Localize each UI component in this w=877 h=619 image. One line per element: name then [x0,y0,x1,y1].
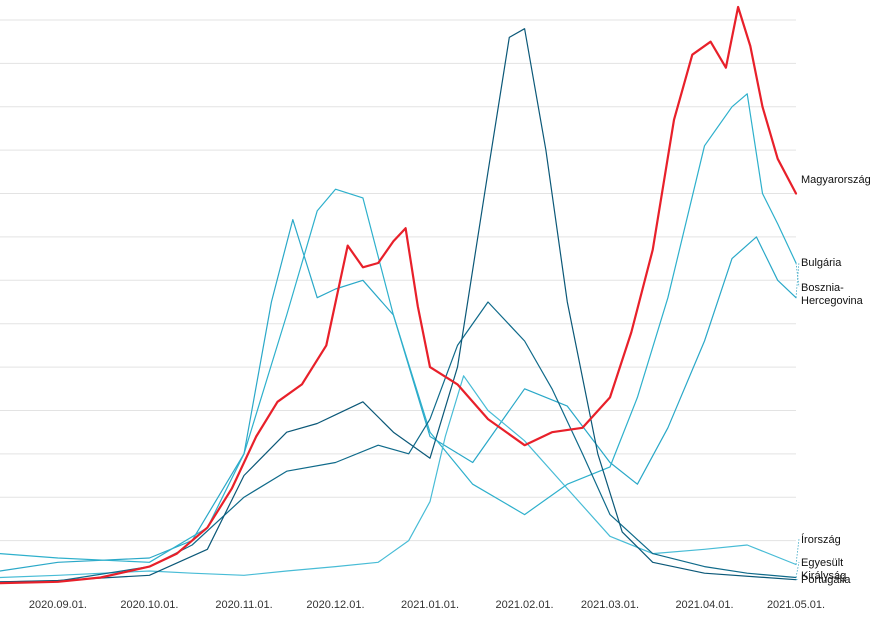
series-label-5: Portugália [801,574,851,586]
label-leader-4 [795,561,800,578]
series-label-2-line-0: Bosznia- [801,282,844,294]
series-label-2-line-1: Hercegovina [801,295,864,307]
label-leader-3 [795,538,800,565]
series-labels: Magyarország Bulgária Bosznia-Hercegovina Í… [795,174,871,586]
series-lines [0,5,798,585]
x-tick-label-3: 2020.12.01. [306,599,364,611]
x-tick-label-5: 2021.02.01. [496,599,554,611]
series-line-4 [0,301,797,583]
series-line-3 [0,375,797,579]
x-tick-label-8: 2021.05.01. [767,599,825,611]
series-label-1: Bulgária [801,257,842,269]
series-label-1-line-0: Bulgária [801,257,842,269]
series-label-4: Egyesült Királyság [801,557,846,582]
series-line-2 [0,93,797,563]
x-tick-label-1: 2020.10.01. [120,599,178,611]
x-tick-label-0: 2020.09.01. [29,599,87,611]
series-line-1 [0,219,797,572]
series-label-3-line-0: Írország [801,533,841,546]
series-label-0: Magyarország [801,174,871,186]
x-tick-label-4: 2021.01.01. [401,599,459,611]
series-line-0 [0,5,798,585]
label-leader-2 [795,262,800,288]
x-tick-label-2: 2020.11.01. [215,599,272,611]
x-tick-label-6: 2021.03.01. [581,599,639,611]
x-tick-label-7: 2021.04.01. [675,599,733,611]
series-label-3: Írország [801,533,841,546]
series-label-4-line-1: Királyság [801,570,846,582]
series-label-4-line-0: Egyesült [801,557,843,569]
x-axis: 2020.09.01. 2020.10.01. 2020.11.01. 2020.12… [29,599,825,611]
series-label-0-line-0: Magyarország [801,174,871,186]
label-leader-5 [795,578,800,581]
series-label-2: Bosznia-Hercegovina [801,282,864,307]
gridlines [0,19,796,542]
series-label-5-line-0: Portugália [801,574,851,586]
series-line-5 [0,28,797,583]
